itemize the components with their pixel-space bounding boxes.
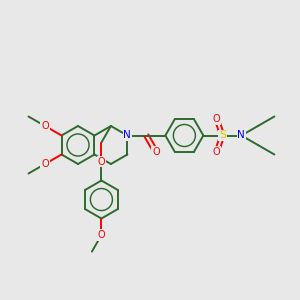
Text: S: S	[219, 130, 226, 140]
Text: O: O	[98, 157, 105, 166]
Text: O: O	[41, 121, 49, 131]
Text: O: O	[41, 159, 49, 169]
Text: N: N	[124, 130, 131, 140]
Text: N: N	[238, 130, 245, 140]
Text: O: O	[213, 114, 220, 124]
Text: O: O	[98, 230, 105, 240]
Text: O: O	[213, 147, 220, 157]
Text: O: O	[152, 147, 160, 157]
